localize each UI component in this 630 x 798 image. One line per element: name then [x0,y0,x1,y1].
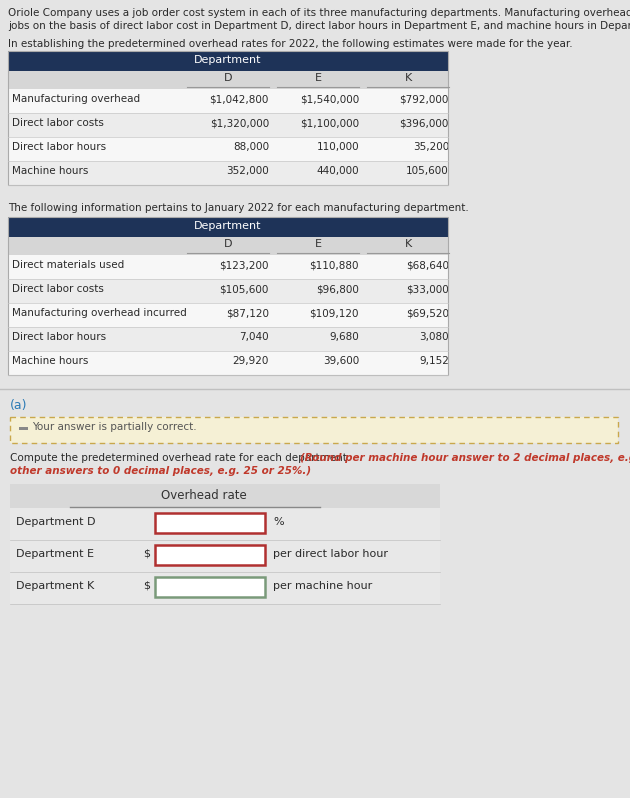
Text: $110,880: $110,880 [309,260,359,270]
Text: $123,200: $123,200 [219,260,269,270]
Text: 9,152: 9,152 [419,356,449,366]
Text: $: $ [143,549,150,559]
Text: 7.50: 7.50 [235,579,260,589]
Text: 13: 13 [246,547,260,557]
Bar [8,279,448,303]
Bar [155,545,265,565]
Text: $1,320,000: $1,320,000 [210,118,269,128]
Text: Machine hours: Machine hours [12,356,88,366]
Text: K: K [404,239,411,249]
Text: $396,000: $396,000 [399,118,449,128]
Text: other answers to 0 decimal places, e.g. 25 or 25%.): other answers to 0 decimal places, e.g. … [10,466,311,476]
Bar [10,417,618,443]
Text: (a): (a) [10,399,28,412]
Bar [10,572,440,604]
Bar [8,51,448,185]
Bar [10,484,440,508]
Bar [10,508,440,540]
Text: In establishing the predetermined overhead rates for 2022, the following estimat: In establishing the predetermined overhe… [8,39,573,49]
Text: 3,080: 3,080 [420,332,449,342]
Bar [10,417,618,443]
Text: $96,800: $96,800 [316,284,359,294]
Text: Overhead rate: Overhead rate [161,489,246,502]
Bar [19,427,28,430]
Text: 80: 80 [246,515,260,525]
Text: Department: Department [194,55,261,65]
Text: $68,640: $68,640 [406,260,449,270]
Bar [8,237,448,255]
Text: per direct labor hour: per direct labor hour [273,549,388,559]
Bar [8,161,448,185]
Text: Department: Department [194,221,261,231]
Text: 88,000: 88,000 [233,142,269,152]
Bar [8,217,448,375]
Text: $1,540,000: $1,540,000 [300,94,359,104]
Text: 9,680: 9,680 [329,332,359,342]
Bar [155,513,265,533]
Text: Compute the predetermined overhead rate for each department.: Compute the predetermined overhead rate … [10,453,353,463]
Text: Machine hours: Machine hours [12,166,88,176]
Bar [8,255,448,279]
Text: Manufacturing overhead: Manufacturing overhead [12,94,140,104]
Text: Department D: Department D [16,517,96,527]
Bar [155,513,265,533]
Text: Direct labor hours: Direct labor hours [12,142,106,152]
Text: $: $ [143,581,150,591]
Text: K: K [404,73,411,83]
Text: D: D [224,239,232,249]
Text: Department K: Department K [16,581,94,591]
Text: 29,920: 29,920 [232,356,269,366]
Text: $1,100,000: $1,100,000 [300,118,359,128]
Text: 440,000: 440,000 [316,166,359,176]
Bar [8,113,448,137]
Text: D: D [224,73,232,83]
Text: $33,000: $33,000 [406,284,449,294]
Text: $105,600: $105,600 [220,284,269,294]
Text: E: E [314,73,321,83]
Bar [8,137,448,161]
Bar [8,71,448,89]
Bar [155,577,265,597]
Text: (Round per machine hour answer to 2 decimal places, e.g. 12.50 and: (Round per machine hour answer to 2 deci… [300,453,630,463]
Text: %: % [273,517,284,527]
Text: Direct labor hours: Direct labor hours [12,332,106,342]
Text: 35,200: 35,200 [413,142,449,152]
Text: per machine hour: per machine hour [273,581,372,591]
Bar [8,327,448,351]
Text: $69,520: $69,520 [406,308,449,318]
Text: The following information pertains to January 2022 for each manufacturing depart: The following information pertains to Ja… [8,203,469,213]
Text: 352,000: 352,000 [226,166,269,176]
Bar [155,577,265,597]
Text: Your answer is partially correct.: Your answer is partially correct. [32,422,197,432]
Text: 110,000: 110,000 [316,142,359,152]
Text: Manufacturing overhead incurred: Manufacturing overhead incurred [12,308,186,318]
Bar [8,51,448,71]
Text: $1,042,800: $1,042,800 [210,94,269,104]
Bar [8,303,448,327]
Text: $109,120: $109,120 [309,308,359,318]
Bar [155,545,265,565]
Text: E: E [314,239,321,249]
Text: Direct labor costs: Direct labor costs [12,118,104,128]
Text: 39,600: 39,600 [323,356,359,366]
Text: Department E: Department E [16,549,94,559]
Bar [8,351,448,375]
Bar [8,217,448,237]
Text: Direct materials used: Direct materials used [12,260,124,270]
Text: Direct labor costs: Direct labor costs [12,284,104,294]
Text: 7,040: 7,040 [239,332,269,342]
Text: $792,000: $792,000 [399,94,449,104]
Text: $87,120: $87,120 [226,308,269,318]
Bar [8,89,448,113]
Text: jobs on the basis of direct labor cost in Department D, direct labor hours in De: jobs on the basis of direct labor cost i… [8,21,630,31]
Bar [10,540,440,572]
Text: 105,600: 105,600 [406,166,449,176]
Text: Oriole Company uses a job order cost system in each of its three manufacturing d: Oriole Company uses a job order cost sys… [8,8,630,18]
